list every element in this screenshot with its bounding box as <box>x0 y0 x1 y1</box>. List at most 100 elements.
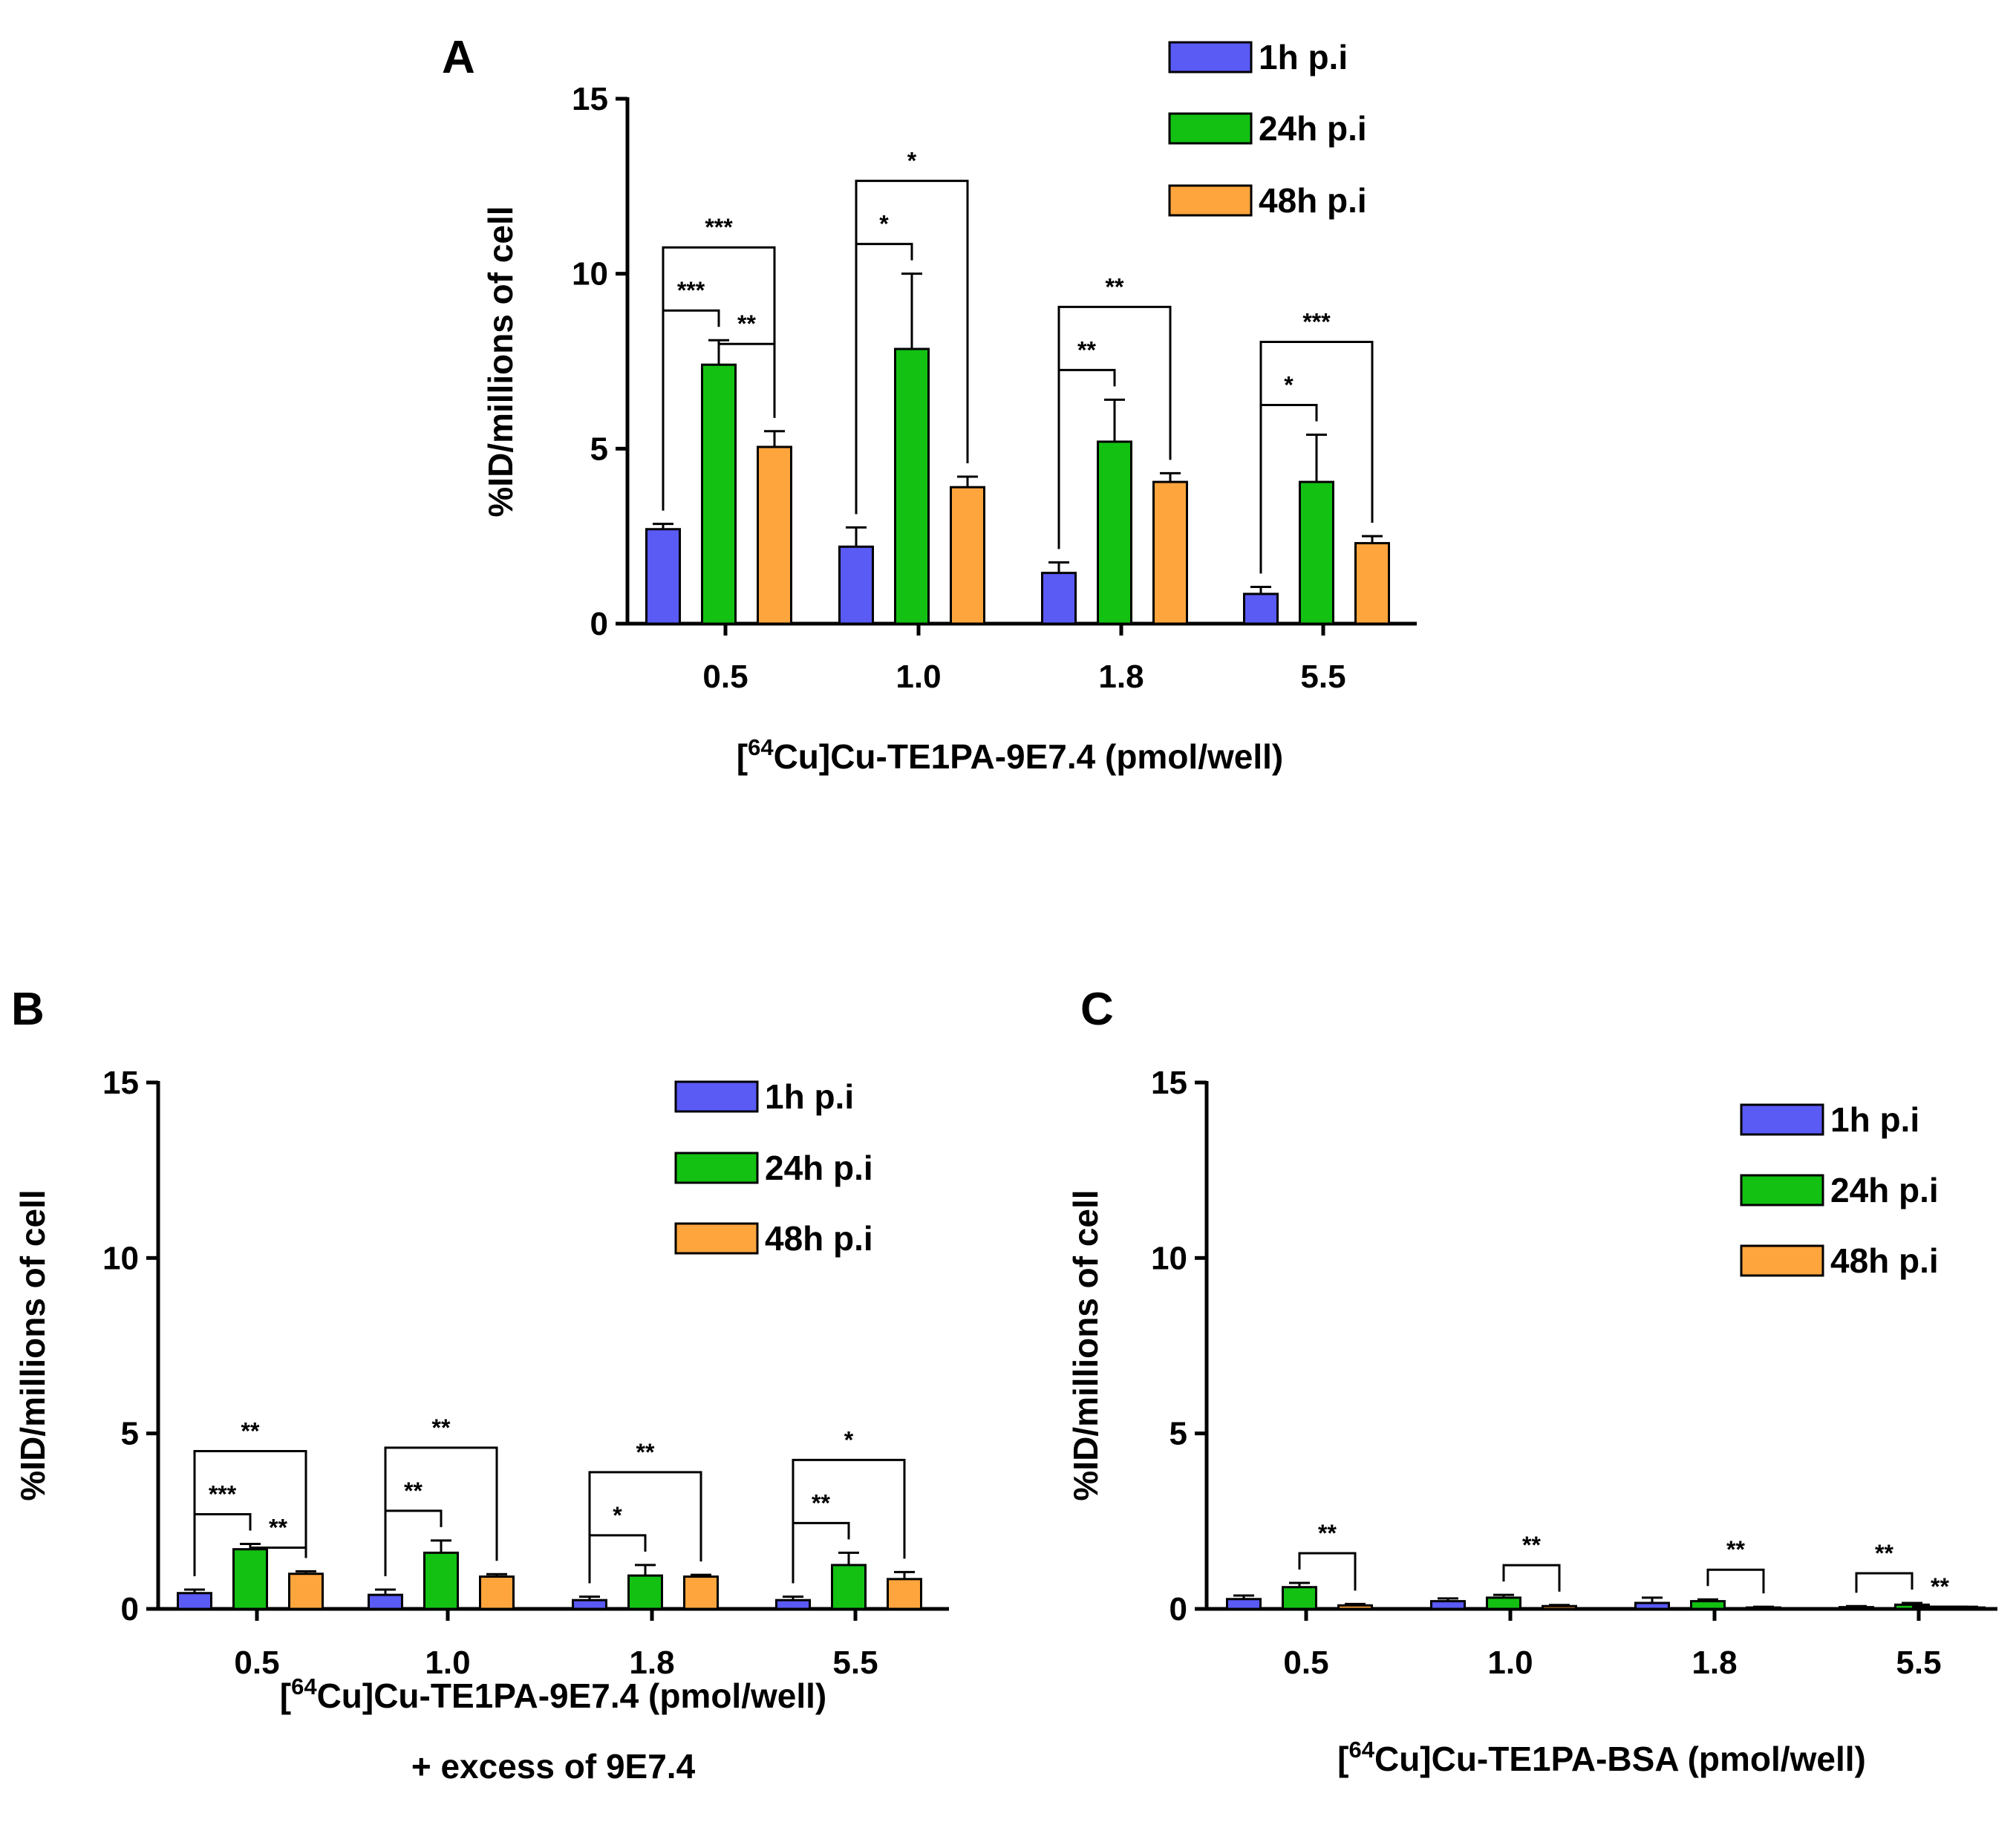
x-tick-label: 1.8 <box>1692 1645 1737 1681</box>
significance-label: *** <box>705 214 733 241</box>
bar <box>1226 1598 1262 1610</box>
significance-label: ** <box>1077 336 1096 363</box>
bar <box>1152 480 1188 625</box>
significance-label: ** <box>404 1477 423 1504</box>
significance-label: ** <box>1726 1536 1745 1563</box>
bar <box>683 1575 719 1610</box>
significance-label: * <box>613 1502 622 1529</box>
significance-bracket <box>1706 1568 1765 1594</box>
significance-bracket <box>792 1458 906 1584</box>
bar <box>831 1564 867 1610</box>
y-axis-label: %ID/millions of cell <box>481 206 520 517</box>
bar <box>1282 1586 1317 1610</box>
x-tick-label: 5.5 <box>1896 1645 1941 1681</box>
significance-label: ** <box>1522 1532 1541 1558</box>
legend-swatch <box>674 1152 759 1184</box>
x-tick-label: 0.5 <box>234 1645 279 1681</box>
legend-swatch <box>1740 1244 1824 1277</box>
significance-label: *** <box>677 277 705 304</box>
panel-label: C <box>1080 984 1114 1035</box>
significance-bracket <box>588 1471 702 1584</box>
significance-label: ** <box>1106 273 1124 300</box>
significance-bracket <box>719 342 776 418</box>
significance-bracket <box>1057 368 1116 549</box>
legend-label: 1h p.i <box>765 1077 854 1116</box>
y-tick-label: 15 <box>572 81 608 117</box>
legend-swatch <box>674 1080 759 1113</box>
legend-label: 48h p.i <box>765 1219 873 1258</box>
y-tick-label: 10 <box>1151 1240 1187 1276</box>
y-tick-label: 5 <box>590 431 608 467</box>
significance-label: ** <box>269 1515 287 1541</box>
bar <box>775 1599 811 1610</box>
significance-bracket <box>250 1547 307 1558</box>
y-tick-label: 10 <box>102 1240 139 1276</box>
bar <box>894 347 930 625</box>
legend-label: 48h p.i <box>1830 1241 1939 1280</box>
legend-swatch <box>674 1222 759 1255</box>
bar <box>1634 1601 1670 1610</box>
bar <box>1354 542 1390 625</box>
significance-bracket <box>792 1521 850 1584</box>
y-tick-label: 5 <box>1170 1416 1187 1452</box>
legend-swatch <box>1740 1174 1824 1206</box>
y-tick-label: 15 <box>1151 1065 1187 1101</box>
chart-panel-b: B 0 5 10 15 %ID/millions of cell 0.5 1.0 1.8 5.5 *… <box>11 984 949 1786</box>
x-tick-label: 1.0 <box>1487 1645 1533 1681</box>
x-axis-label: [64Cu]Cu-TE1PA-9E7.4 (pmol/well) <box>280 1673 826 1715</box>
bar <box>232 1548 268 1610</box>
y-tick-label: 15 <box>102 1065 139 1101</box>
legend-label: 1h p.i <box>1259 38 1348 76</box>
significance-label: ** <box>636 1439 655 1466</box>
bar <box>423 1551 459 1610</box>
legend-swatch <box>1740 1103 1824 1136</box>
significance-label: * <box>1284 371 1294 398</box>
y-axis-label: %ID/millions of cell <box>13 1189 52 1501</box>
significance-bracket <box>1855 1572 1914 1593</box>
significance-bracket <box>855 243 913 515</box>
significance-label: ** <box>1875 1540 1893 1567</box>
bar <box>887 1578 922 1610</box>
x-tick-label: 1.8 <box>629 1645 674 1681</box>
x-tick-label: 0.5 <box>1283 1645 1328 1681</box>
significance-label: ** <box>1931 1573 1949 1600</box>
bar <box>1839 1606 1874 1610</box>
significance-label: * <box>844 1426 854 1453</box>
bar <box>1097 440 1132 625</box>
significance-bracket <box>193 1513 252 1577</box>
bar <box>1690 1600 1726 1610</box>
legend-swatch <box>1168 112 1253 145</box>
bar <box>177 1592 212 1610</box>
significance-bracket <box>1259 403 1318 574</box>
bar <box>645 528 681 625</box>
x-tick-label: 5.5 <box>832 1645 878 1681</box>
significance-label: *** <box>209 1481 237 1508</box>
bar <box>479 1575 515 1610</box>
chart-panel-c: C 0 5 10 15 %ID/millions of cell 0.5 1.0 1.8 5.5 *… <box>1066 984 1997 1778</box>
bar <box>838 545 874 625</box>
bar <box>1486 1596 1521 1610</box>
x-axis-label: [64Cu]Cu-TE1PA-BSA (pmol/well) <box>1337 1737 1866 1778</box>
x-axis-label: [64Cu]Cu-TE1PA-9E7.4 (pmol/well) <box>737 734 1283 776</box>
bar <box>1542 1604 1577 1610</box>
bar <box>1243 592 1279 625</box>
significance-bracket <box>588 1534 647 1584</box>
legend-label: 48h p.i <box>1259 181 1367 220</box>
y-tick-label: 0 <box>590 606 608 642</box>
bar <box>1299 480 1334 625</box>
significance-label: ** <box>241 1418 260 1445</box>
significance-label: ** <box>812 1489 830 1516</box>
bar <box>627 1574 663 1610</box>
x-tick-label: 1.0 <box>425 1645 470 1681</box>
panel-label: B <box>11 984 45 1035</box>
significance-label: * <box>879 211 889 238</box>
significance-label: ** <box>737 310 756 337</box>
panel-label: A <box>442 32 475 83</box>
bar <box>1337 1604 1373 1610</box>
x-axis-label: + excess of 9E7.4 <box>411 1747 696 1786</box>
y-tick-label: 5 <box>121 1416 139 1452</box>
legend-label: 24h p.i <box>1259 109 1367 148</box>
bar <box>701 363 737 625</box>
bar <box>1430 1600 1466 1610</box>
